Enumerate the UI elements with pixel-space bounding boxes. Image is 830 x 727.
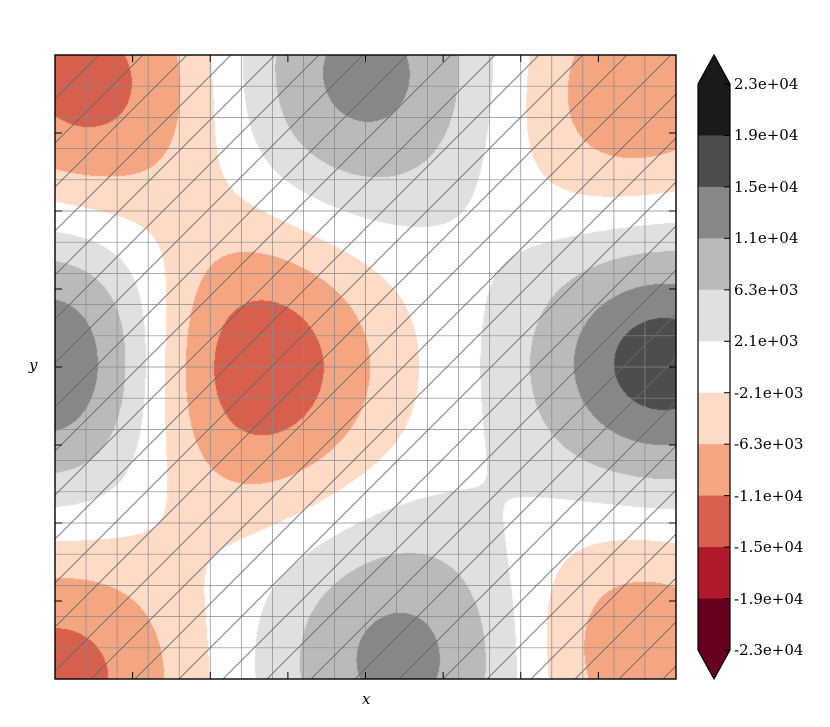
colorbar-tick-label: 2.1e+03	[734, 332, 799, 351]
colorbar-tick-label: -1.9e+04	[734, 589, 804, 608]
axis-ticks	[55, 55, 676, 679]
colorbar-band	[698, 495, 730, 548]
colorbar-band	[698, 186, 730, 239]
colorbar-band	[698, 392, 730, 445]
colorbar-band	[698, 84, 730, 136]
colorbar-tick-label: 6.3e+03	[734, 280, 799, 299]
plot-area	[55, 55, 676, 679]
colorbar-extend-min	[698, 650, 730, 679]
colorbar-band	[698, 341, 730, 394]
hatch-pattern	[55, 55, 676, 679]
colorbar-band	[698, 444, 730, 497]
y-axis-label: y	[29, 356, 38, 374]
colorbar	[697, 53, 731, 681]
colorbar-band	[698, 598, 730, 651]
colorbar-band	[698, 238, 730, 291]
colorbar-band	[698, 135, 730, 188]
colorbar-tick-label: -1.5e+04	[734, 538, 804, 557]
colorbar-tick-label: -6.3e+03	[734, 435, 804, 454]
colorbar-band	[698, 547, 730, 600]
colorbar-tick-label: -1.1e+04	[734, 486, 804, 505]
colorbar-extend-max	[698, 55, 730, 84]
colorbar-band	[698, 289, 730, 342]
x-axis-label: x	[362, 690, 371, 708]
colorbar-tick-label: -2.3e+04	[734, 641, 804, 659]
colorbar-tick-label: 1.9e+04	[734, 126, 799, 145]
colorbar-tick-label: 2.3e+04	[734, 75, 799, 93]
colorbar-tick-label: 1.1e+04	[734, 229, 799, 248]
colorbar-tick-label: 1.5e+04	[734, 177, 799, 196]
colorbar-tick-label: -2.1e+03	[734, 383, 804, 402]
